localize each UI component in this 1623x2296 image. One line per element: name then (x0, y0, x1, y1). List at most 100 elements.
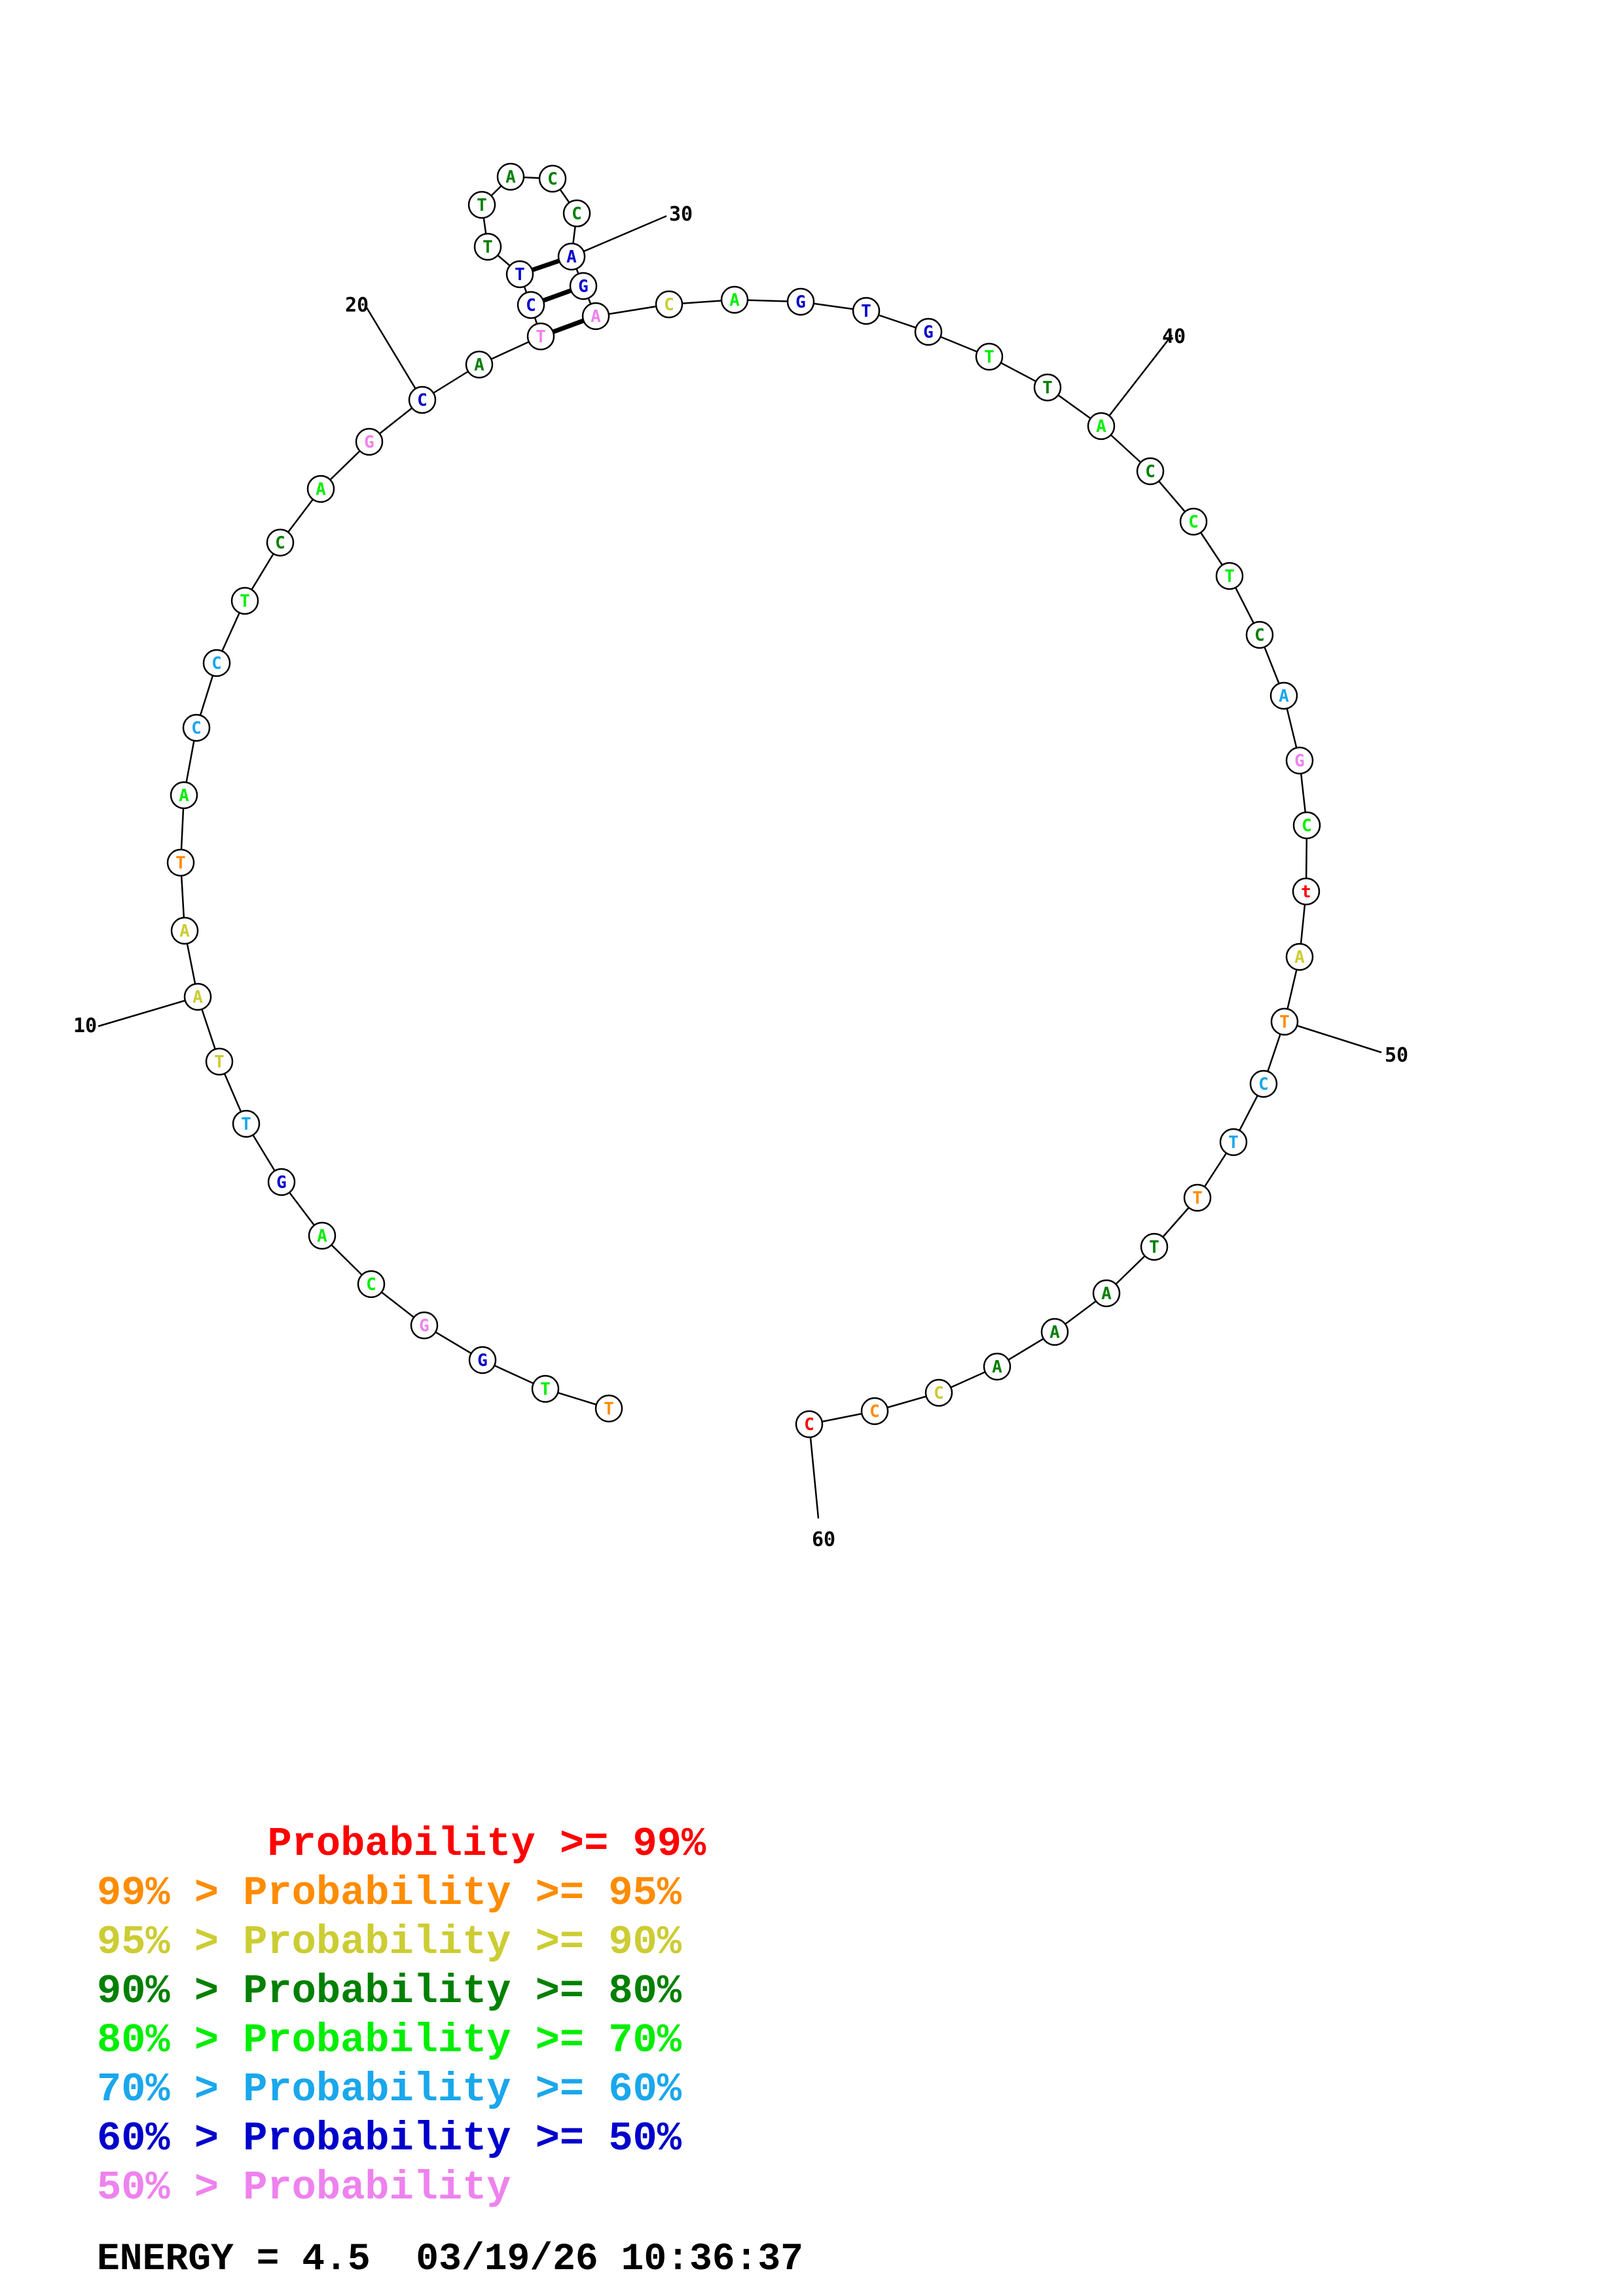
legend-row-prefix: 99% > (97, 1870, 244, 1916)
nucleotide-circle (170, 781, 198, 810)
nucleotide: T (166, 848, 195, 877)
nucleotide-letter: T (175, 853, 186, 873)
nucleotide: A (581, 302, 610, 331)
nucleotide-letter: T (477, 196, 487, 215)
nucleotide-circle (1215, 562, 1244, 590)
nucleotide-letter: C (191, 719, 202, 738)
nucleotide-letter: A (179, 786, 189, 806)
nucleotide-letter: G (578, 277, 589, 296)
nucleotide-letter: A (316, 480, 326, 499)
nucleotide-circle (569, 272, 598, 300)
nucleotide: G (410, 1311, 439, 1340)
nucleotide: t (1292, 877, 1321, 906)
legend-row: 50% > Probability (97, 2163, 706, 2212)
nucleotide-letter: G (276, 1173, 287, 1193)
nucleotide: C (182, 713, 211, 742)
nucleotide-circle (496, 162, 525, 191)
nucleotide-letter: C (366, 1275, 376, 1295)
nucleotide: G (914, 317, 943, 346)
nucleotide-circle (183, 982, 212, 1011)
nucleotide: C (795, 1410, 824, 1439)
nucleotide-letter: C (526, 296, 536, 315)
nucleotide-circle (170, 916, 199, 945)
nucleotide-circle (1040, 1318, 1069, 1346)
tick-line (365, 307, 424, 401)
nucleotide-circle (1285, 746, 1314, 775)
nucleotide: C (357, 1270, 386, 1299)
nucleotide: A (465, 350, 494, 379)
nucleotide-letter: A (1096, 417, 1106, 437)
nucleotide: G (1285, 746, 1314, 775)
legend-row-text: Probability >= 70% (243, 2017, 682, 2064)
nucleotide-letter: A (1279, 687, 1289, 706)
nucleotide-circle (1285, 942, 1314, 971)
nucleotide-letter: T (984, 348, 994, 367)
tick-label: 30 (669, 203, 693, 226)
nucleotide-letter: A (591, 307, 601, 327)
nucleotide: T (1033, 373, 1062, 402)
nucleotide-circle (230, 586, 259, 615)
nucleotide-circle (1292, 811, 1321, 840)
nucleotide: A (1092, 1279, 1121, 1308)
nucleotide-circle (526, 322, 555, 351)
legend-row: 80% > Probability >= 70% (97, 2016, 706, 2065)
nucleotide: C (562, 199, 591, 228)
nucleotide-circle (1249, 1069, 1278, 1098)
nucleotide-letter: C (417, 391, 428, 410)
nucleotide-letter: T (1279, 1013, 1290, 1032)
tick-line (98, 996, 198, 1028)
tick-line (808, 1424, 820, 1519)
nucleotide-letter: T (241, 1115, 251, 1134)
nucleotide-letter: T (1228, 1133, 1239, 1153)
tick-label: 50 (1385, 1044, 1408, 1067)
nucleotide-circle (1087, 412, 1116, 440)
nucleotide-letter: C (1188, 512, 1199, 532)
nucleotide-circle (202, 649, 231, 677)
nucleotide-letter: C (211, 654, 222, 673)
nucleotide-circle (852, 296, 881, 325)
tick-label: 60 (812, 1528, 835, 1551)
nucleotide-letter: T (1192, 1189, 1203, 1208)
nucleotide: T (467, 190, 496, 219)
tick-label: 40 (1162, 325, 1186, 348)
backbone (179, 175, 1308, 1426)
nucleotide-circle (795, 1410, 824, 1439)
nucleotide-circle (1270, 1007, 1299, 1036)
nucleotide-circle (355, 427, 384, 456)
energy-timestamp-line: ENERGY = 4.5 03/19/26 10:36:37 (97, 2238, 803, 2281)
nucleotide: T (1215, 562, 1244, 590)
nucleotide: A (306, 475, 335, 503)
nucleotide: C (924, 1378, 953, 1407)
legend-row: 60% > Probability >= 50% (97, 2114, 706, 2163)
nucleotide-circle (1245, 620, 1274, 649)
nucleotide: T (505, 260, 534, 289)
nucleotide-circle (1136, 457, 1165, 486)
nucleotide-letter: T (515, 265, 525, 285)
nucleotide: A (1269, 681, 1298, 710)
nucleotide-circle (266, 528, 295, 557)
nucleotide: T (230, 586, 259, 615)
nucleotide-circle (505, 260, 534, 289)
nucleotide: T (473, 232, 502, 261)
tick-line (1101, 334, 1173, 427)
tick-label: 20 (345, 294, 369, 317)
nucleotide-letter: C (869, 1402, 880, 1422)
nucleotide: G (569, 272, 598, 300)
nucleotide-letter: T (1149, 1238, 1159, 1257)
nucleotide-letter: A (474, 355, 484, 375)
nucleotide-circle (924, 1378, 953, 1407)
nucleotide-circle (914, 317, 943, 346)
nucleotide-letter: G (364, 433, 374, 452)
nucleotide-circle (408, 386, 437, 414)
nucleotide-circle (720, 285, 749, 314)
nucleotide: A (170, 916, 199, 945)
nucleotide: G (786, 287, 815, 316)
nucleotide-circle (1140, 1232, 1169, 1261)
nucleotide-circle (531, 1374, 560, 1403)
nucleotide-letter: T (604, 1399, 614, 1419)
nucleotide-letter: A (179, 922, 190, 941)
nucleotide: A (1040, 1318, 1069, 1346)
nucleotide-letter: G (923, 323, 934, 342)
nucleotide: T (1219, 1128, 1248, 1157)
nucleotide-circle (983, 1352, 1012, 1381)
